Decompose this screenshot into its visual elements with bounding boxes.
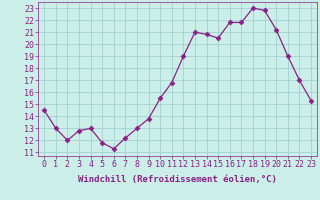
X-axis label: Windchill (Refroidissement éolien,°C): Windchill (Refroidissement éolien,°C) [78,175,277,184]
